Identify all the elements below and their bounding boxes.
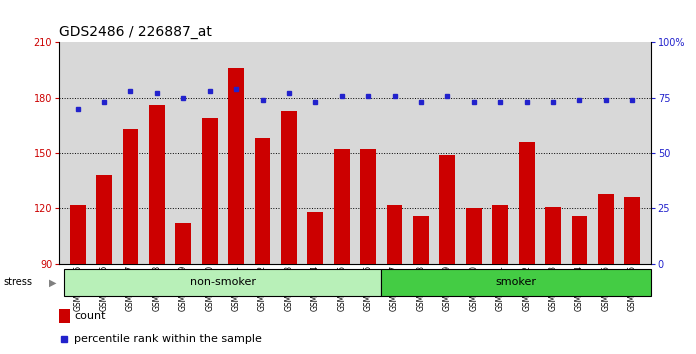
Text: count: count xyxy=(74,311,106,321)
Bar xyxy=(65,269,381,296)
Bar xyxy=(175,223,191,354)
Bar xyxy=(361,149,376,354)
Bar xyxy=(122,129,139,354)
Bar xyxy=(413,216,429,354)
Bar xyxy=(96,175,112,354)
Bar xyxy=(439,155,455,354)
Bar xyxy=(228,68,244,354)
Bar xyxy=(624,198,640,354)
Bar xyxy=(70,205,86,354)
Bar xyxy=(59,309,70,323)
Text: GDS2486 / 226887_at: GDS2486 / 226887_at xyxy=(59,25,212,39)
Bar xyxy=(334,149,349,354)
Bar xyxy=(466,209,482,354)
Bar xyxy=(387,205,402,354)
Bar xyxy=(202,118,218,354)
Bar xyxy=(308,212,323,354)
Bar xyxy=(381,269,651,296)
Text: percentile rank within the sample: percentile rank within the sample xyxy=(74,333,262,344)
Bar xyxy=(519,142,535,354)
Text: smoker: smoker xyxy=(496,277,537,287)
Bar xyxy=(545,207,561,354)
Bar xyxy=(255,138,271,354)
Bar xyxy=(598,194,614,354)
Bar xyxy=(281,111,297,354)
Bar xyxy=(149,105,165,354)
Text: ▶: ▶ xyxy=(49,277,56,287)
Text: stress: stress xyxy=(3,277,33,287)
Bar xyxy=(492,205,508,354)
Text: non-smoker: non-smoker xyxy=(190,277,256,287)
Bar xyxy=(571,216,587,354)
